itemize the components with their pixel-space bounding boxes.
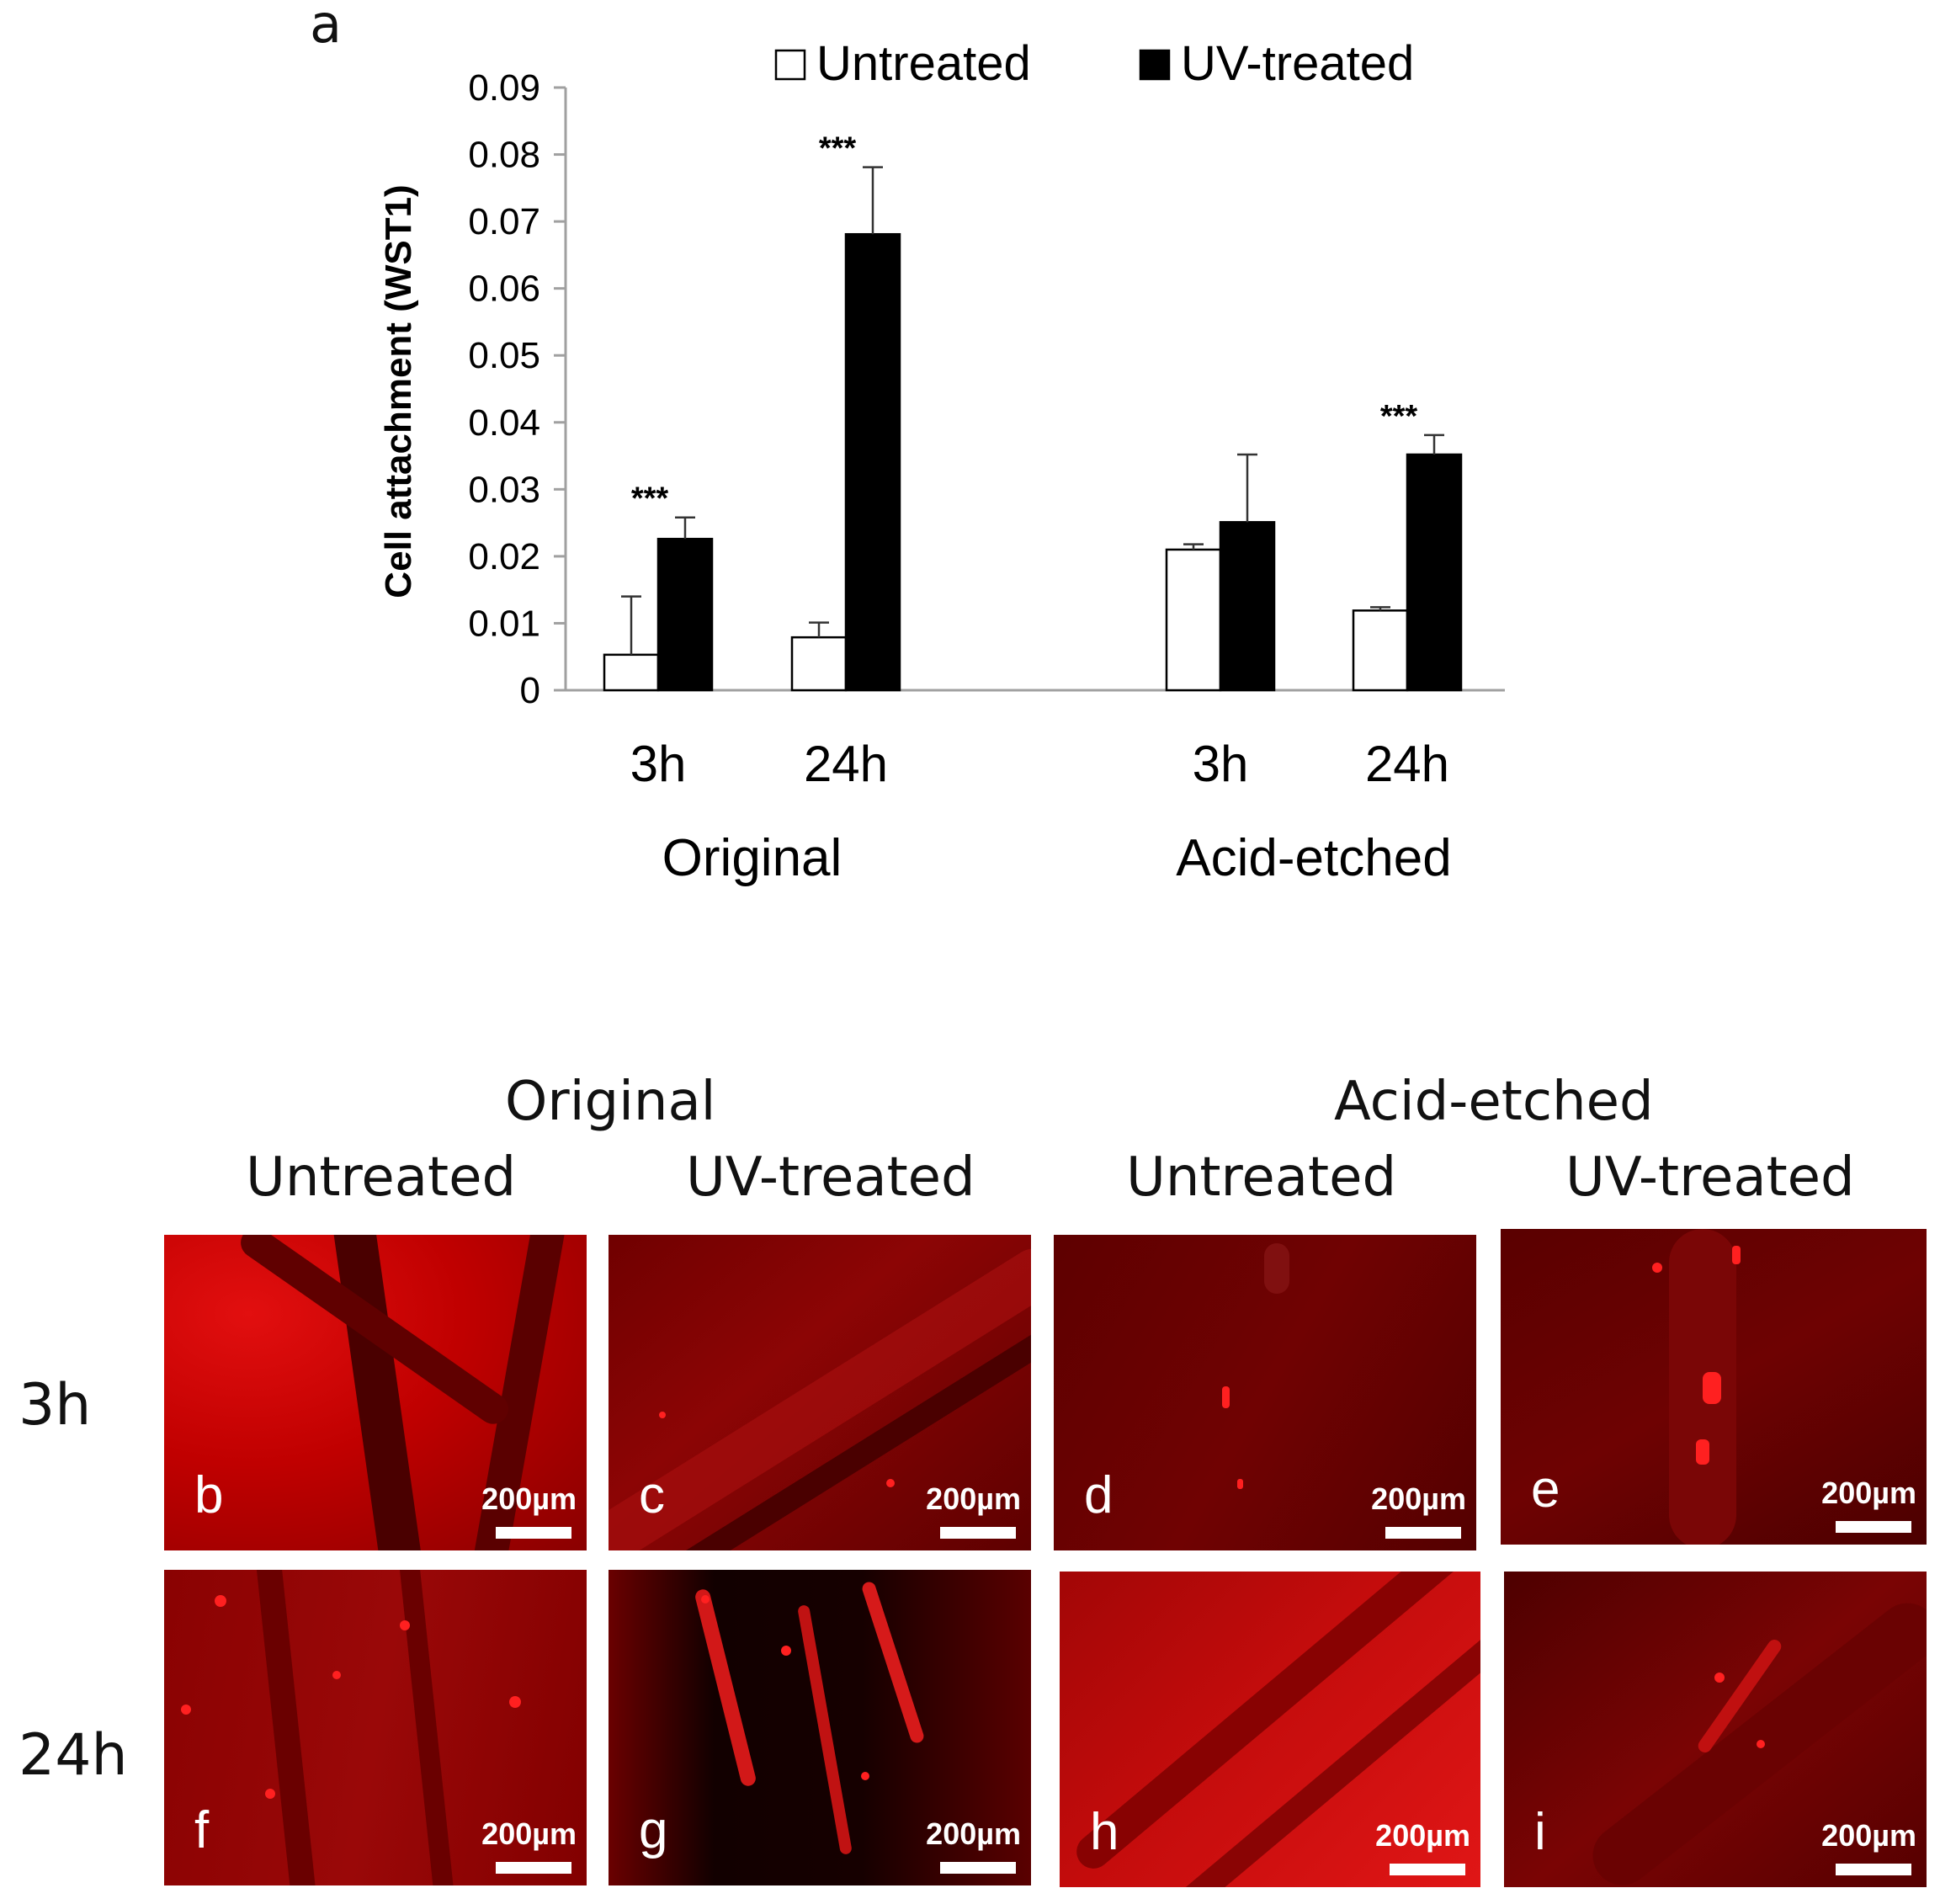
y-tick-label: 0 xyxy=(520,670,540,711)
y-tick-label: 0.05 xyxy=(468,335,540,376)
y-tick-label: 0.09 xyxy=(468,67,540,109)
legend-swatch-uv-treated xyxy=(1139,49,1171,81)
bar-original-3h-uv-treated xyxy=(656,537,714,692)
micrograph-d: d 200µm xyxy=(1054,1235,1476,1550)
column-title-original-uv-treated: UV-treated xyxy=(686,1146,975,1209)
scale-bar-label: 200µm xyxy=(1821,1818,1916,1853)
scale-bar xyxy=(496,1527,571,1539)
micrograph-f: f 200µm xyxy=(164,1570,587,1885)
bar-chart: 0 0.01 0.02 0.03 0.04 0.05 0.06 0.07 0.08 0.09 **… xyxy=(378,36,1505,887)
bar-original-3h-untreated xyxy=(603,653,660,692)
y-tick-label: 0.03 xyxy=(468,469,540,510)
y-tick-label: 0.08 xyxy=(468,135,540,176)
y-tick-label: 0.06 xyxy=(468,269,540,310)
scale-bar xyxy=(940,1862,1016,1874)
scale-bar xyxy=(1836,1864,1911,1875)
scale-bar xyxy=(1390,1864,1465,1875)
row-title-24h: 24h xyxy=(19,1722,128,1789)
y-tick-label: 0.04 xyxy=(468,402,540,444)
group-label: Original xyxy=(662,829,842,887)
micrograph-c: c 200µm xyxy=(609,1235,1031,1550)
column-title-acid-untreated: Untreated xyxy=(1126,1146,1397,1209)
scale-bar-label: 200µm xyxy=(481,1816,577,1851)
panel-letter-e: e xyxy=(1531,1460,1560,1518)
micrograph-b: b 200µm xyxy=(164,1235,587,1550)
bar-acid-etched-3h-untreated xyxy=(1165,548,1222,692)
panel-letter-c: c xyxy=(639,1466,665,1524)
significance-marker: *** xyxy=(631,481,669,517)
group-label: Acid-etched xyxy=(1176,829,1451,887)
group-title-original: Original xyxy=(505,1071,716,1133)
x-tick-label: 3h xyxy=(630,736,687,792)
scale-bar-label: 200µm xyxy=(1375,1818,1470,1853)
x-tick-labels: 3h 24h Original 3h 24h Acid-etched xyxy=(630,736,1452,887)
y-tick-label: 0.01 xyxy=(468,603,540,644)
scale-bar-label: 200µm xyxy=(1371,1481,1466,1516)
legend-label: Untreated xyxy=(816,36,1031,91)
legend-label: UV-treated xyxy=(1181,36,1414,91)
bar-original-24h-uv-treated xyxy=(844,232,901,692)
panel-letter-i: i xyxy=(1534,1803,1546,1861)
micrograph-g: g 200µm xyxy=(609,1570,1031,1885)
significance-annotations: *** *** *** xyxy=(631,131,1418,517)
scale-bar-label: 200µm xyxy=(1821,1476,1916,1510)
legend-swatch-untreated xyxy=(774,49,806,81)
bars xyxy=(603,232,1463,692)
panel-letter-h: h xyxy=(1090,1803,1119,1861)
scale-bar-label: 200µm xyxy=(926,1816,1021,1851)
panel-letter-f: f xyxy=(194,1801,210,1859)
y-tick-label: 0.07 xyxy=(468,201,540,242)
scale-bar xyxy=(496,1862,571,1874)
legend: Untreated UV-treated xyxy=(774,36,1414,91)
significance-marker: *** xyxy=(1380,399,1418,434)
panel-letter-a: a xyxy=(310,0,342,55)
bar-acid-etched-3h-uv-treated xyxy=(1219,521,1276,692)
scale-bar xyxy=(940,1527,1016,1539)
scale-bar xyxy=(1385,1527,1461,1539)
bar-original-24h-untreated xyxy=(790,636,848,692)
x-tick-label: 24h xyxy=(804,736,888,792)
y-axis: 0 0.01 0.02 0.03 0.04 0.05 0.06 0.07 0.08 0.09 xyxy=(468,67,567,711)
bar-acid-etched-24h-uv-treated xyxy=(1406,453,1463,692)
error-bars xyxy=(621,166,1444,655)
micrograph-i: i 200µm xyxy=(1504,1572,1927,1887)
scale-bar-label: 200µm xyxy=(926,1481,1021,1516)
significance-marker: *** xyxy=(819,131,857,167)
y-tick-label: 0.02 xyxy=(468,536,540,577)
x-tick-label: 24h xyxy=(1365,736,1449,792)
scale-bar-label: 200µm xyxy=(481,1481,577,1516)
y-axis-label: Cell attachment (WST1) xyxy=(378,184,419,598)
column-title-acid-uv-treated: UV-treated xyxy=(1565,1146,1855,1209)
panel-letter-b: b xyxy=(194,1466,224,1524)
bar-acid-etched-24h-untreated xyxy=(1352,609,1409,692)
x-tick-label: 3h xyxy=(1193,736,1249,792)
scale-bar xyxy=(1836,1521,1911,1533)
micrograph-h: h 200µm xyxy=(1060,1572,1480,1887)
column-title-original-untreated: Untreated xyxy=(246,1146,517,1209)
micrograph-e: e 200µm xyxy=(1501,1229,1927,1545)
panel-letter-d: d xyxy=(1084,1466,1114,1524)
panel-letter-g: g xyxy=(639,1801,668,1859)
row-title-3h: 3h xyxy=(19,1372,92,1439)
group-title-acid-etched: Acid-etched xyxy=(1334,1071,1654,1133)
